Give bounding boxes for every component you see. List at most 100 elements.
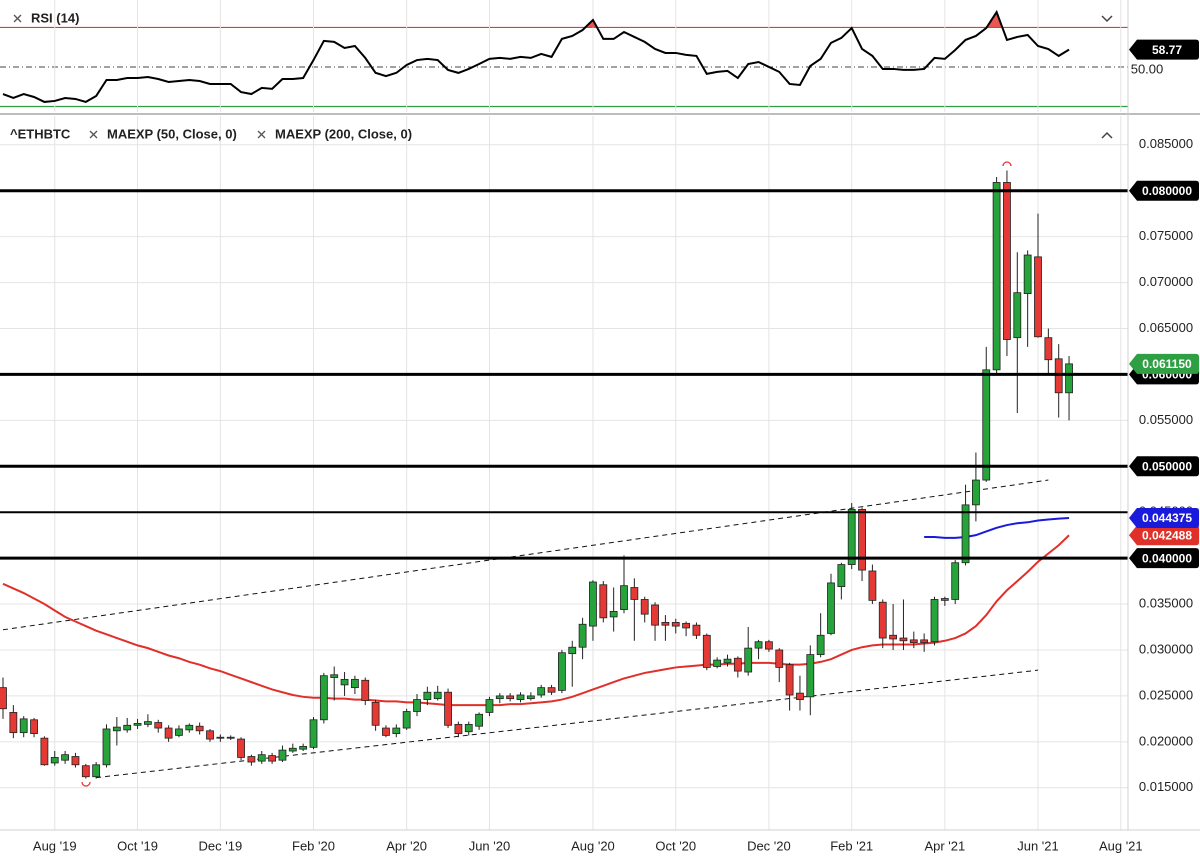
candle-body [371, 701, 380, 726]
x-tick-label: Feb '20 [292, 838, 335, 853]
candle-body [651, 604, 659, 626]
candle-body [858, 509, 866, 571]
moving-average-badge-text: 0.044375 [1142, 511, 1192, 525]
candle-body [516, 694, 525, 700]
candle-body [175, 728, 183, 736]
candle-body [30, 719, 38, 734]
low-marker [81, 781, 91, 787]
plot-area [0, 9, 1073, 779]
candle-body [319, 675, 328, 721]
candle-body [464, 723, 473, 733]
candle-body [816, 634, 825, 655]
candle-body [102, 728, 111, 766]
candle-body [309, 719, 318, 748]
rsi-value-badge-text: 58.77 [1152, 43, 1182, 57]
last-price-badge [1129, 353, 1199, 374]
candle-body [547, 687, 556, 693]
x-tick-label: Aug '20 [571, 838, 615, 853]
candle-body [81, 765, 90, 778]
remove-ma200-button[interactable] [257, 130, 266, 139]
y-tick-label: 0.085000 [1139, 136, 1193, 151]
y-tick-label: 0.030000 [1139, 641, 1193, 656]
candle-body [847, 509, 856, 565]
candle-body [692, 624, 701, 636]
rsi-title: RSI (14) [31, 10, 79, 25]
x-tick-label: Aug '19 [33, 838, 77, 853]
candle-body [475, 713, 484, 727]
x-tick-label: Jun '20 [469, 838, 511, 853]
x-tick-label: Jun '21 [1017, 838, 1059, 853]
candle-body [961, 504, 970, 564]
candle-body [661, 622, 670, 626]
candle-body [268, 755, 277, 762]
candle-body [413, 699, 421, 712]
candle-body [744, 647, 753, 673]
y-tick-label: 0.065000 [1139, 320, 1193, 335]
candle-body [495, 695, 504, 700]
candle-body [143, 721, 152, 725]
x-tick-label: Oct '19 [117, 838, 158, 853]
candle-body [775, 649, 784, 668]
candle-body [392, 727, 401, 734]
candle-body [599, 584, 608, 619]
candle-body [154, 722, 163, 729]
candle-body [754, 641, 763, 649]
moving-average [924, 516, 1070, 539]
y-tick-label: 0.025000 [1139, 687, 1193, 702]
candle-body [278, 749, 287, 761]
candle-body [899, 637, 908, 642]
price-level-badge-text: 0.080000 [1142, 184, 1192, 198]
candle-body [92, 764, 101, 778]
candle-body [133, 723, 142, 726]
y-tick-label: 0.055000 [1139, 412, 1193, 427]
candle-body [765, 641, 773, 650]
candle-body [237, 738, 245, 758]
candle-body [247, 756, 256, 763]
candle-body [1044, 337, 1053, 361]
moving-average-badge [1129, 507, 1199, 528]
candle-body [216, 736, 225, 739]
candle-body [288, 747, 297, 752]
y-tick-label: 0.020000 [1139, 733, 1193, 748]
candle-body [733, 657, 742, 672]
price-level-badge [1129, 456, 1199, 477]
close-rsi-button[interactable] [13, 14, 22, 23]
candle-body [350, 678, 359, 689]
candle-body [806, 654, 815, 698]
candle-body [568, 646, 577, 655]
candle-body [206, 730, 214, 740]
legend-ma200: MAEXP (200, Close, 0) [275, 126, 412, 141]
candle-body [682, 622, 690, 629]
candle-body [972, 479, 980, 506]
candle-body [982, 369, 991, 481]
candle-body [40, 737, 49, 766]
candle-body [723, 658, 732, 664]
candle-body [1023, 254, 1032, 294]
candle-body [1003, 182, 1011, 340]
candle-body [878, 601, 887, 639]
candle-body [257, 754, 266, 762]
candle-body [620, 585, 628, 610]
candle-body [558, 652, 566, 691]
candle-body [423, 691, 432, 700]
collapse-rsi-button[interactable] [1101, 15, 1113, 23]
candle-body [1065, 363, 1073, 394]
candle-body [630, 587, 639, 600]
candle-body [123, 724, 132, 731]
rsi-line [2, 9, 1070, 104]
candle-body [19, 718, 28, 734]
candle-body [1013, 292, 1022, 339]
x-tick-label: Dec '20 [747, 838, 791, 853]
remove-ma50-button[interactable] [89, 130, 98, 139]
candle-body [526, 695, 535, 700]
candle-body [609, 610, 618, 618]
legend-ma50: MAEXP (50, Close, 0) [107, 126, 237, 141]
candle-body [1034, 256, 1042, 338]
collapse-price-button[interactable] [1101, 131, 1113, 139]
candle-body [930, 599, 939, 643]
x-tick-label: Apr '21 [924, 838, 965, 853]
rsi-value-badge [1129, 39, 1199, 60]
price-level-badge-text: 0.050000 [1142, 459, 1192, 473]
price-level-badge-text: 0.040000 [1142, 551, 1192, 565]
